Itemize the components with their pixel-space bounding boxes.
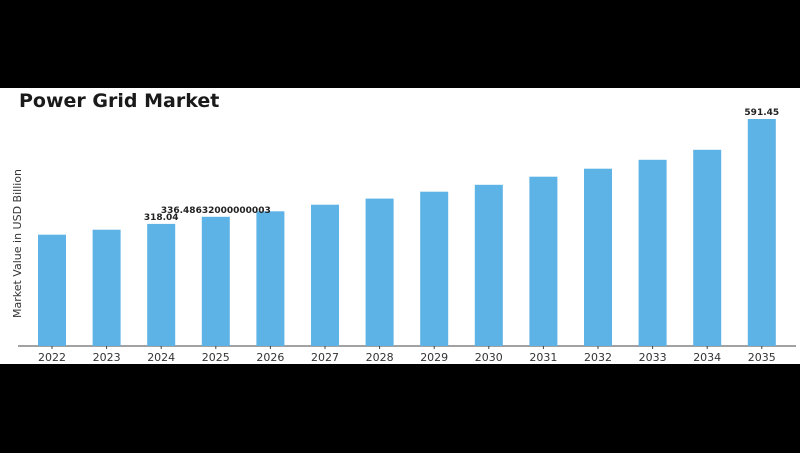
- bar-2025: [201, 216, 230, 346]
- bar-2024: [147, 223, 176, 346]
- bar-2035: [747, 119, 776, 346]
- bar-2032: [584, 168, 612, 346]
- bar-2031: [529, 176, 558, 346]
- x-tick-label: 2028: [366, 351, 394, 364]
- bar-chart: 2022 2023 2024 2025 2026 2027 2028 2029 2030 2031…: [18, 108, 796, 364]
- x-tick-label: 2026: [256, 351, 284, 364]
- bar-2028: [365, 198, 394, 346]
- x-tick-label: 2032: [584, 351, 612, 364]
- chart-panel: Power Grid Market Market Value in USD Bi…: [0, 88, 800, 364]
- x-tick-label: 2027: [311, 351, 339, 364]
- x-tick-label: 2034: [693, 351, 721, 364]
- bar-2029: [420, 191, 449, 346]
- bar-2030: [474, 184, 503, 346]
- x-tick-label: 2023: [93, 351, 121, 364]
- bar-2027: [311, 204, 339, 346]
- bar-2026: [256, 211, 285, 346]
- bar-2023: [92, 229, 121, 346]
- x-tick-label: 2035: [748, 351, 776, 364]
- x-tick-label: 2025: [202, 351, 230, 364]
- x-tick-label: 2029: [420, 351, 448, 364]
- chart-title: Power Grid Market: [19, 90, 220, 112]
- data-label: 336.48632000000003: [161, 206, 271, 216]
- x-tick-label: 2031: [529, 351, 557, 364]
- x-tick-label: 2022: [38, 351, 66, 364]
- data-label: 318.04: [144, 213, 179, 223]
- x-tick-label: 2024: [147, 351, 175, 364]
- bar-2022: [38, 234, 66, 346]
- bar-2034: [693, 149, 722, 346]
- data-label: 591.45: [744, 108, 779, 118]
- bar-2033: [638, 159, 667, 346]
- x-tick-label: 2033: [639, 351, 667, 364]
- x-tick-label: 2030: [475, 351, 503, 364]
